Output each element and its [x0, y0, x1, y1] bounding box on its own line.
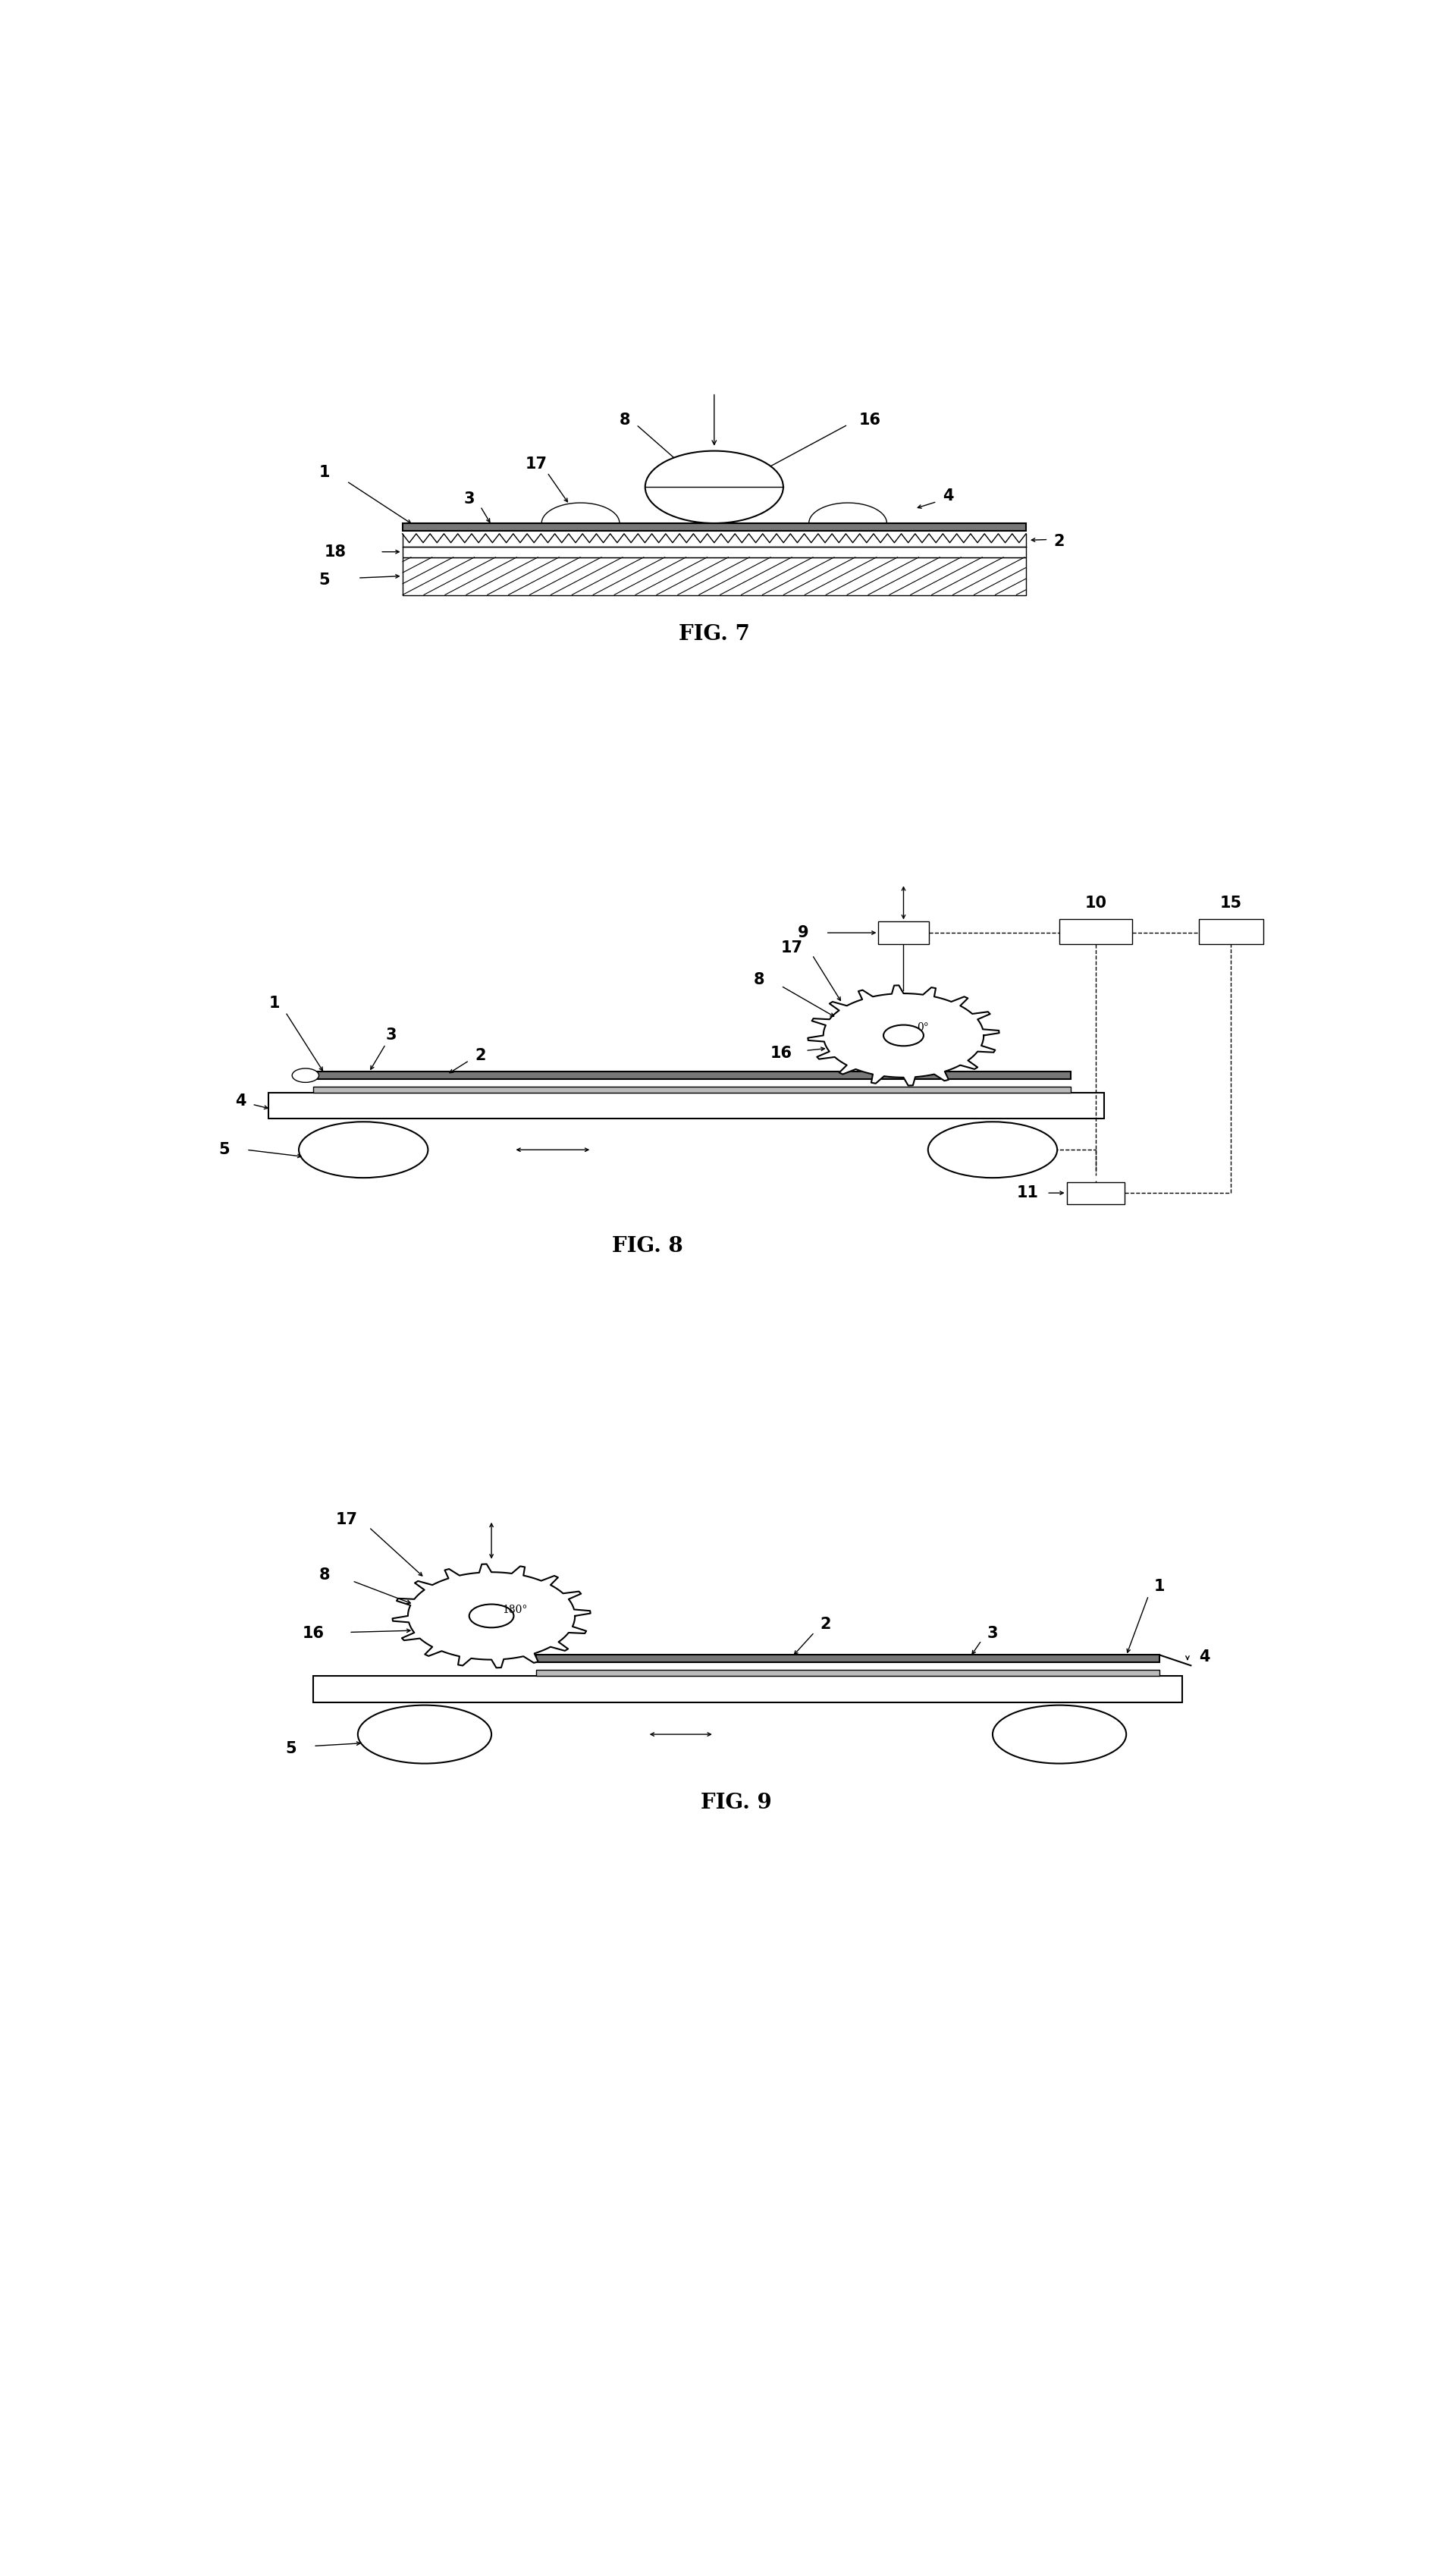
Text: 3: 3: [464, 492, 474, 507]
Ellipse shape: [358, 1705, 491, 1765]
Text: 8: 8: [319, 1566, 331, 1582]
Bar: [1066, 1182, 1125, 1203]
Bar: [402, 546, 1026, 556]
Text: 5: 5: [218, 1141, 230, 1157]
Text: 5: 5: [319, 572, 331, 587]
Text: 4: 4: [1198, 1649, 1210, 1664]
Text: 2: 2: [821, 1618, 831, 1633]
Text: 2: 2: [1053, 533, 1065, 549]
Text: 10: 10: [1085, 896, 1106, 909]
Bar: [878, 922, 928, 943]
Polygon shape: [808, 987, 999, 1084]
Text: 2: 2: [474, 1048, 486, 1064]
Ellipse shape: [645, 451, 783, 523]
Bar: [1198, 920, 1263, 943]
Bar: [313, 1087, 1071, 1092]
Circle shape: [292, 1069, 319, 1082]
Text: 5: 5: [286, 1741, 296, 1757]
Text: 180°: 180°: [503, 1605, 527, 1615]
Text: 4: 4: [236, 1095, 246, 1108]
Bar: [536, 1669, 1160, 1677]
Text: 15: 15: [1220, 896, 1242, 909]
Text: FIG. 7: FIG. 7: [678, 623, 750, 644]
Text: 0°: 0°: [917, 1023, 928, 1033]
Text: FIG. 8: FIG. 8: [612, 1236, 683, 1257]
Bar: [536, 1654, 1160, 1662]
Text: 4: 4: [943, 489, 954, 502]
Ellipse shape: [928, 1121, 1058, 1177]
Text: 17: 17: [525, 456, 547, 471]
Text: 17: 17: [336, 1512, 358, 1528]
Circle shape: [468, 1605, 514, 1628]
Text: 1: 1: [319, 464, 331, 479]
Ellipse shape: [299, 1121, 428, 1177]
Text: 17: 17: [782, 940, 803, 956]
Text: 16: 16: [859, 412, 881, 428]
Text: 8: 8: [619, 412, 631, 428]
Bar: [1059, 920, 1132, 943]
Text: 8: 8: [753, 971, 764, 987]
Ellipse shape: [993, 1705, 1127, 1765]
Text: 18: 18: [325, 544, 346, 559]
Bar: [313, 1072, 1071, 1079]
Text: 11: 11: [1017, 1185, 1039, 1200]
Polygon shape: [392, 1564, 591, 1667]
Bar: [402, 523, 1026, 531]
Text: 16: 16: [770, 1046, 792, 1061]
Bar: [269, 1092, 1104, 1118]
Text: FIG. 9: FIG. 9: [701, 1793, 772, 1814]
Bar: [313, 1677, 1183, 1703]
Text: 3: 3: [987, 1625, 999, 1641]
Text: 9: 9: [798, 925, 809, 940]
Text: 16: 16: [302, 1625, 325, 1641]
Text: 3: 3: [385, 1028, 397, 1043]
Text: 1: 1: [1154, 1579, 1165, 1595]
Text: 1: 1: [269, 997, 280, 1010]
Bar: [402, 556, 1026, 595]
Circle shape: [884, 1025, 924, 1046]
